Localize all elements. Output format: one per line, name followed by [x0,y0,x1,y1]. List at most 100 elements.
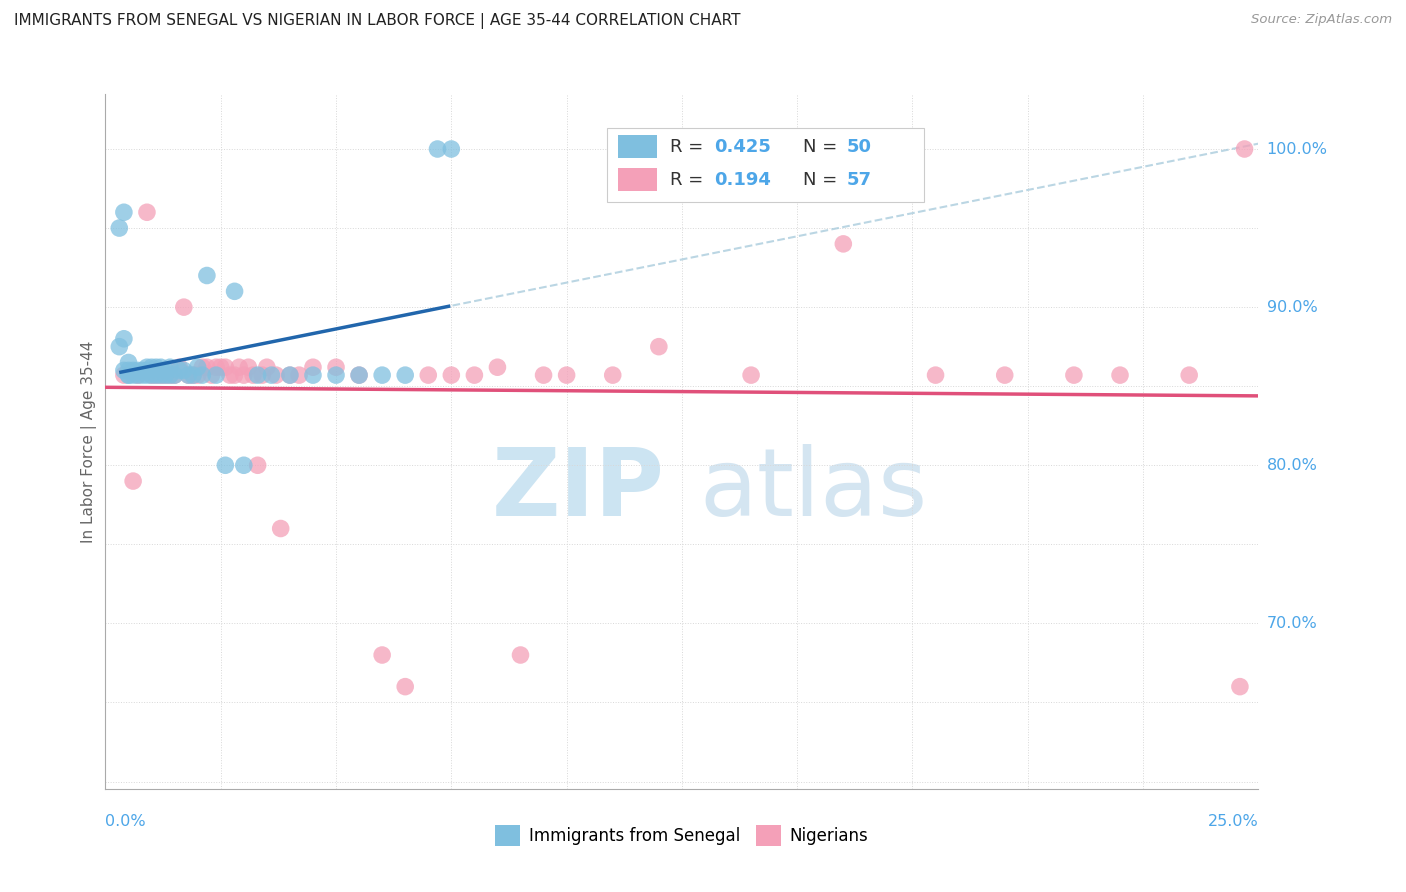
Point [195,268,218,283]
Point [122,474,145,488]
Point [127,368,149,383]
Point [440,368,463,383]
Point [288,368,311,383]
Point [145,360,167,375]
Point [145,368,167,383]
Point [371,648,394,662]
Point [181,368,204,383]
Point [187,368,209,383]
Point [278,368,301,383]
Point [145,368,167,383]
Point [924,368,946,383]
Text: ZIP: ZIP [492,444,665,536]
Point [238,360,260,375]
Point [214,458,236,473]
Text: 70.0%: 70.0% [1267,615,1317,631]
Point [232,458,254,473]
Point [141,360,163,375]
Text: 90.0%: 90.0% [1267,300,1317,315]
Point [136,363,159,377]
Point [252,368,274,383]
Point [181,368,204,383]
Point [278,368,301,383]
Point [832,236,855,251]
Point [302,368,325,383]
Point [224,285,246,299]
Point [167,360,190,375]
Text: 57: 57 [846,171,872,189]
Point [394,368,416,383]
Text: Source: ZipAtlas.com: Source: ZipAtlas.com [1251,13,1392,27]
Point [141,368,163,383]
Point [246,458,269,473]
FancyBboxPatch shape [607,128,924,202]
Text: atlas: atlas [699,444,928,536]
Point [994,368,1017,383]
Point [270,521,292,535]
Point [177,368,200,383]
Point [463,368,485,383]
Point [159,368,181,383]
Text: 0.0%: 0.0% [105,814,146,830]
Point [173,363,195,377]
Point [127,368,149,383]
Point [136,368,159,383]
Text: 25.0%: 25.0% [1208,814,1258,830]
Point [191,360,214,375]
Point [246,368,269,383]
Point [112,332,135,346]
Text: 0.194: 0.194 [714,171,770,189]
Point [117,368,139,383]
Point [108,340,131,354]
Point [325,360,347,375]
Point [149,368,172,383]
Point [426,142,449,156]
Text: 100.0%: 100.0% [1267,142,1327,156]
FancyBboxPatch shape [619,136,657,159]
Point [173,300,195,314]
Point [131,368,153,383]
Point [232,368,254,383]
Point [740,368,762,383]
Point [219,368,242,383]
Point [117,355,139,369]
Text: 80.0%: 80.0% [1267,458,1317,473]
Point [418,368,440,383]
Point [191,368,214,383]
Point [394,680,416,694]
Point [256,360,278,375]
Point [112,205,135,219]
Point [509,648,531,662]
Point [112,368,135,383]
Point [122,363,145,377]
Point [187,360,209,375]
Point [347,368,370,383]
Point [214,360,236,375]
Point [108,221,131,235]
Point [347,368,370,383]
Point [155,368,177,383]
Point [371,368,394,383]
Point [117,368,139,383]
Y-axis label: In Labor Force | Age 35-44: In Labor Force | Age 35-44 [82,341,97,542]
FancyBboxPatch shape [619,168,657,191]
Point [167,363,190,377]
Point [325,368,347,383]
Point [1109,368,1132,383]
Text: R =: R = [671,171,710,189]
Text: N =: N = [803,171,844,189]
Point [1178,368,1201,383]
Point [205,368,228,383]
Point [141,368,163,383]
Point [131,363,153,377]
Point [155,363,177,377]
Text: IMMIGRANTS FROM SENEGAL VS NIGERIAN IN LABOR FORCE | AGE 35-44 CORRELATION CHART: IMMIGRANTS FROM SENEGAL VS NIGERIAN IN L… [14,13,741,29]
Point [136,205,159,219]
Point [205,360,228,375]
Point [228,360,250,375]
Point [1229,680,1251,694]
Point [1063,368,1085,383]
Point [163,368,186,383]
Point [486,360,509,375]
Point [117,363,139,377]
